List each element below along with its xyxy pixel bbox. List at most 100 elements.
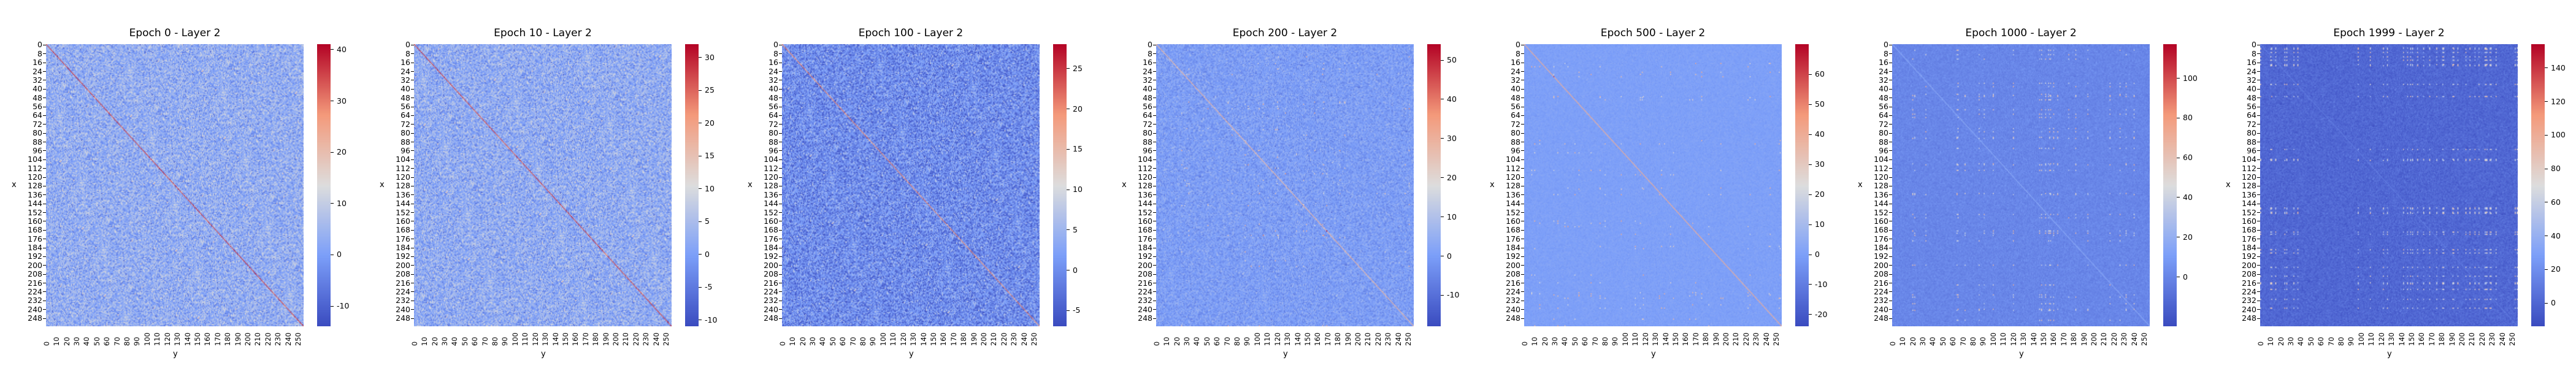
y-tick-label: 184 [1138,243,1152,253]
y-tick-mark [1889,71,1892,72]
colorbar [1427,44,1441,326]
x-tick-label: 170 [2427,332,2436,346]
colorbar-tick-mark [1809,224,1812,225]
y-tick-label: 160 [1874,216,1888,226]
y-tick-mark [43,124,46,125]
x-tick-label: 140 [1661,332,1670,346]
x-tick-label: 180 [2069,332,2079,346]
x-tick-label: 40 [1560,337,1570,346]
y-tick-label: 56 [2247,102,2256,112]
y-tick-label: 120 [1138,172,1152,182]
y-tick-label: 152 [396,207,410,217]
colorbar-tick-mark [331,305,334,307]
x-tick-label: 10 [52,337,61,346]
x-tick-label: 120 [899,332,908,346]
x-tick-label: 170 [213,332,222,346]
y-tick-label: 232 [2242,296,2256,305]
colorbar-tick-mark [331,49,334,50]
y-tick-label: 16 [401,58,410,67]
x-tick-label: 170 [581,332,590,346]
x-tick-label: 0 [42,341,51,346]
x-tick-label: 100 [1988,332,1998,346]
colorbar-tick-mark [699,188,702,190]
y-tick-label: 40 [401,84,410,94]
y-tick-mark [1153,53,1156,55]
y-tick-mark [1521,53,1524,55]
colorbar-tick-label: 40 [337,44,347,54]
colorbar-tick-label: -20 [1815,309,1828,319]
x-tick-label: 100 [1252,332,1262,346]
x-tick-label: 190 [233,332,242,346]
x-tick-label: 230 [2120,332,2129,346]
y-tick-mark [411,124,414,125]
colorbar [2531,44,2545,326]
y-tick-mark [1153,132,1156,134]
panel-title: Epoch 10 - Layer 2 [494,27,592,39]
y-tick-mark [411,291,414,293]
y-tick-mark [779,229,782,231]
y-tick-mark [2257,53,2260,55]
y-tick-label: 8 [2252,48,2256,58]
y-tick-label: 24 [1879,66,1888,76]
colorbar-tick-label: 60 [2183,153,2193,163]
x-tick-label: 220 [1741,332,1750,346]
y-tick-label: 168 [396,225,410,235]
y-tick-mark [1153,229,1156,231]
heatmap-canvas [414,44,672,326]
x-tick-label: 190 [2079,332,2088,346]
colorbar-gradient [2531,44,2545,326]
x-tick-label: 120 [163,332,172,346]
colorbar-tick-label: 20 [2183,232,2193,242]
y-tick-mark [1889,115,1892,116]
x-axis-label: y [1651,350,1656,359]
y-tick-mark [43,132,46,134]
y-tick-mark [2257,124,2260,125]
x-tick-label: 240 [1761,332,1771,346]
y-tick-label: 88 [2247,137,2256,147]
y-tick-mark [411,265,414,266]
x-tick-label: 200 [1353,332,1362,346]
y-tick-label: 152 [28,207,42,217]
y-tick-label: 96 [1879,145,1888,155]
x-tick-label: 90 [1243,337,1252,346]
y-tick-label: 160 [1506,216,1520,226]
y-tick-label: 192 [1138,251,1152,261]
y-tick-label: 0 [37,40,42,50]
y-tick-mark [1153,115,1156,116]
y-tick-mark [1889,274,1892,275]
y-tick-mark [411,71,414,72]
y-tick-label: 32 [769,75,778,85]
x-tick-label: 240 [651,332,661,346]
y-tick-mark [411,256,414,257]
y-tick-mark [2257,265,2260,266]
y-tick-label: 72 [2247,119,2256,129]
y-tick-label: 224 [764,286,778,296]
y-tick-label: 120 [1874,172,1888,182]
y-axis-label: x [380,180,385,190]
y-tick-mark [779,150,782,151]
x-tick-label: 20 [62,337,71,346]
y-tick-label: 208 [1506,269,1520,279]
x-tick-label: 0 [410,341,419,346]
y-tick-mark [1521,159,1524,160]
y-tick-label: 224 [2242,286,2256,296]
y-tick-label: 160 [1138,216,1152,226]
x-tick-label: 30 [1919,337,1928,346]
y-tick-label: 0 [1516,40,1520,50]
y-tick-label: 48 [1143,93,1152,102]
y-tick-label: 240 [764,304,778,314]
y-tick-label: 48 [1511,93,1520,102]
y-tick-label: 64 [401,110,410,120]
colorbar-tick-mark [1067,229,1070,231]
colorbar [317,44,331,326]
x-tick-label: 200 [243,332,252,346]
colorbar-tick-mark [2545,269,2548,270]
x-tick-label: 150 [193,332,202,346]
colorbar-tick-label: 100 [2183,73,2198,83]
y-tick-label: 200 [1138,260,1152,270]
x-tick-label: 170 [2059,332,2068,346]
x-tick-label: 110 [1263,332,1272,346]
colorbar-tick-mark [2545,67,2548,69]
y-tick-label: 152 [1874,207,1888,217]
